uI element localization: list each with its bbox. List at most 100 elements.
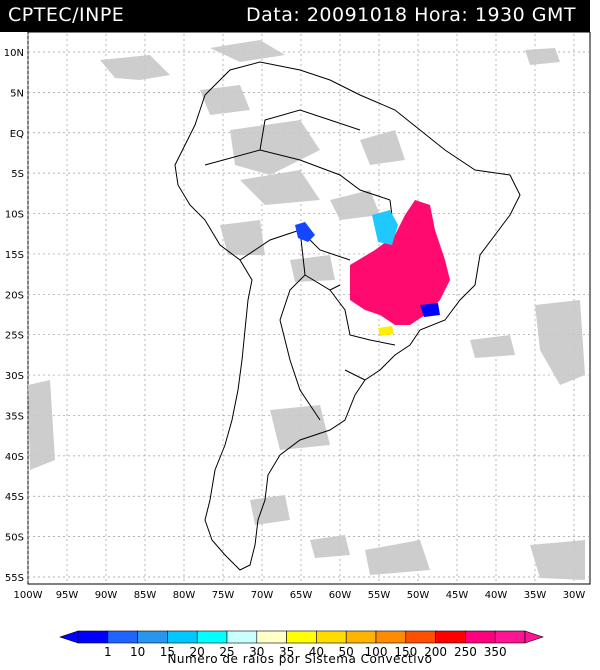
latitude-label: 25S: [5, 331, 24, 342]
longitude-label: 95W: [56, 590, 79, 601]
legend-tick-label: 35: [279, 645, 294, 659]
cloud-patch: [220, 220, 265, 255]
legend-tick-label: 20: [190, 645, 205, 659]
cloud-patch: [100, 55, 170, 80]
cloud-patch: [290, 255, 335, 282]
latitude-label: 10S: [5, 210, 24, 221]
cloud-patch: [470, 335, 515, 358]
legend-tick-label: 25: [219, 645, 234, 659]
legend-color-boxes: [59, 630, 544, 644]
legend-color-box: [226, 630, 258, 644]
cloud-patch: [530, 540, 585, 580]
cloud-fields: [28, 40, 585, 580]
cloud-patch: [365, 540, 430, 575]
longitude-label: 50W: [407, 590, 430, 601]
longitude-label: 100W: [14, 590, 43, 601]
legend-color-box: [375, 630, 407, 644]
border: [259, 109, 361, 151]
longitude-label: 90W: [95, 590, 118, 601]
latitude-labels: 10N 5N EQ 5S 10S 15S 20S 25S 30S 35S 40S 45S 50S 55S: [4, 48, 24, 584]
latitude-label: 15S: [5, 250, 24, 261]
longitude-label: 30W: [563, 590, 586, 601]
legend-arrow-left: [59, 630, 79, 644]
header-bar: CPTEC/INPE Data: 20091018 Hora: 1930 GMT: [0, 0, 590, 32]
longitude-label: 45W: [446, 590, 469, 601]
cloud-patch: [330, 190, 380, 220]
longitude-label: 65W: [290, 590, 313, 601]
legend-tick-label: 1: [104, 645, 112, 659]
legend-color-box: [167, 630, 198, 644]
latitude-label: EQ: [10, 129, 24, 140]
convective-system-blue-west: [295, 222, 315, 242]
border: [204, 149, 391, 201]
cloud-patch: [240, 170, 320, 205]
legend-color-box: [107, 630, 138, 644]
source-label: CPTEC/INPE: [8, 4, 125, 26]
legend-tick-label: 40: [309, 645, 324, 659]
latitude-label: 20S: [5, 290, 24, 301]
border: [329, 289, 396, 346]
longitude-label: 55W: [368, 590, 391, 601]
border: [279, 319, 321, 421]
legend-color-box: [256, 630, 287, 644]
south-america-outline: [174, 61, 521, 571]
latitude-label: 5N: [10, 88, 24, 99]
longitude-label: 75W: [212, 590, 235, 601]
cloud-patch: [210, 40, 285, 62]
convective-system-cyan: [372, 210, 398, 245]
legend-tick-label: 350: [484, 645, 507, 659]
legend-color-box: [286, 630, 317, 644]
legend-title: Numero de raios por Sistema Convectivo: [167, 652, 433, 666]
legend-tick-label: 10: [130, 645, 145, 659]
cloud-patch: [28, 380, 55, 470]
legend-tick-labels: 1 10 15 20 25 30 35 40 50 100 150 200 250 350: [104, 645, 507, 659]
longitude-label: 40W: [485, 590, 508, 601]
longitude-label: 60W: [329, 590, 352, 601]
convective-system-main: [350, 200, 450, 325]
cloud-patch: [230, 120, 320, 175]
convective-systems: [295, 200, 450, 336]
latitude-label: 40S: [5, 452, 24, 463]
cloud-patch: [310, 535, 350, 558]
legend-color-box: [77, 630, 109, 644]
longitude-labels: 100W 95W 90W 85W 80W 75W 70W 65W 60W 55W 50W 45W 40W…: [14, 590, 586, 601]
datetime-label: Data: 20091018 Hora: 1930 GMT: [246, 4, 576, 26]
legend-tick-label: 30: [249, 645, 264, 659]
legend-tick-label: 100: [365, 645, 388, 659]
longitude-label: 35W: [524, 590, 547, 601]
coastlines: [174, 61, 521, 571]
legend-arrow-right: [524, 630, 544, 644]
latitude-label: 55S: [5, 573, 24, 584]
legend-color-box: [345, 630, 377, 644]
legend-color-box: [465, 630, 496, 644]
legend-color-box: [196, 630, 228, 644]
legend-color-box: [494, 630, 526, 644]
latitude-label: 10N: [4, 48, 24, 59]
legend-tick-label: 250: [454, 645, 477, 659]
convective-system-yellow: [378, 326, 394, 336]
legend-color-box: [435, 630, 466, 644]
longitude-label: 80W: [173, 590, 196, 601]
cloud-patch: [200, 85, 250, 115]
cloud-patch: [525, 48, 560, 65]
cloud-patch: [250, 495, 290, 525]
latitude-label: 35S: [5, 411, 24, 422]
cloud-patch: [360, 130, 405, 165]
legend-color-box: [316, 630, 347, 644]
legend-tick-label: 200: [424, 645, 447, 659]
cloud-patch: [535, 300, 585, 385]
latitude-label: 30S: [5, 371, 24, 382]
latitude-label: 50S: [5, 533, 24, 544]
border: [344, 369, 366, 381]
legend-tick-label: 50: [339, 645, 354, 659]
map-frame: [27, 32, 591, 585]
longitude-label: 70W: [251, 590, 274, 601]
legend-tick-label: 15: [160, 645, 175, 659]
border: [304, 274, 341, 291]
legend-tick-label: 150: [394, 645, 417, 659]
longitude-label: 85W: [134, 590, 157, 601]
latitude-label: 5S: [11, 169, 24, 180]
border: [279, 229, 306, 321]
lightning-map: 10N5NEQ5S10S15S20S25S30S35S40S45S50S55S …: [4, 32, 591, 601]
convective-system-blue-se: [420, 303, 440, 317]
